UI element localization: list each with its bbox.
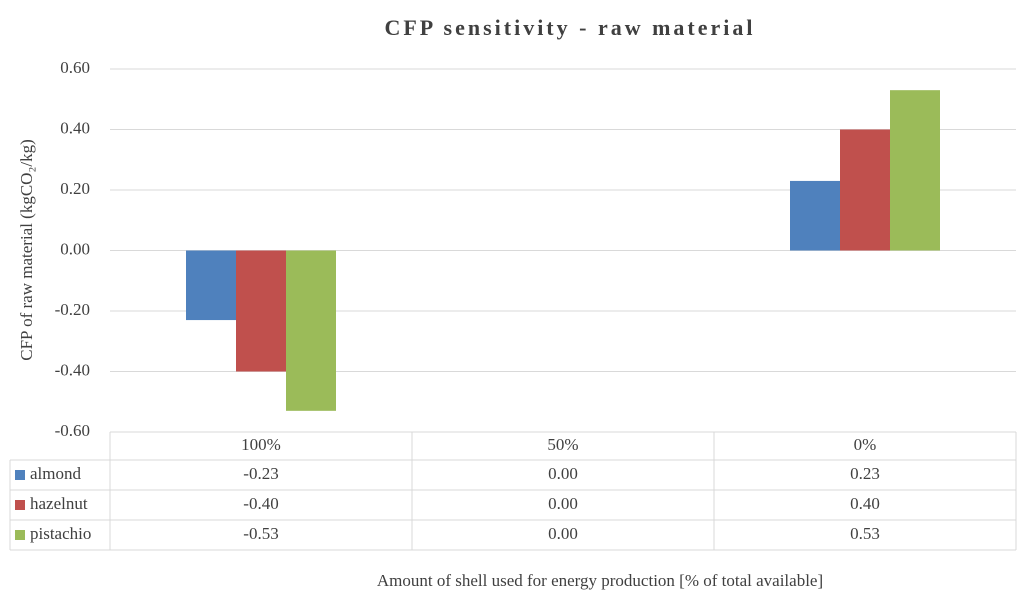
y-tick-label: 0.20 — [60, 179, 90, 198]
legend-label: hazelnut — [30, 494, 88, 513]
table-cell: 0.40 — [850, 494, 880, 513]
legend-label: almond — [30, 464, 81, 483]
chart-title: CFP sensitivity - raw material — [384, 15, 755, 40]
table-cell: -0.23 — [243, 464, 278, 483]
bar — [890, 90, 940, 251]
legend-label: pistachio — [30, 524, 91, 543]
table-cell: -0.53 — [243, 524, 278, 543]
y-tick-label: -0.60 — [55, 421, 90, 440]
bar — [236, 250, 286, 372]
legend-swatch — [15, 530, 25, 540]
x-tick-label: 0% — [854, 435, 877, 454]
y-tick-label: 0.40 — [60, 118, 90, 137]
table-cell: 0.00 — [548, 464, 578, 483]
y-axis-label: CFP of raw material (kgCO₂/kg) — [17, 139, 36, 361]
bar — [186, 250, 236, 321]
table-cell: 0.53 — [850, 524, 880, 543]
x-axis-label: Amount of shell used for energy producti… — [377, 571, 823, 590]
x-tick-label: 100% — [241, 435, 281, 454]
table-cell: 0.00 — [548, 494, 578, 513]
bar — [286, 250, 336, 411]
legend-swatch — [15, 500, 25, 510]
table-cell: 0.00 — [548, 524, 578, 543]
y-tick-label: -0.40 — [55, 360, 90, 379]
bar — [840, 129, 890, 251]
y-tick-label: -0.20 — [55, 300, 90, 319]
table-cell: 0.23 — [850, 464, 880, 483]
y-tick-label: 0.60 — [60, 58, 90, 77]
legend-swatch — [15, 470, 25, 480]
table-cell: -0.40 — [243, 494, 278, 513]
bar — [790, 180, 840, 251]
y-tick-label: 0.00 — [60, 239, 90, 258]
x-tick-label: 50% — [547, 435, 578, 454]
